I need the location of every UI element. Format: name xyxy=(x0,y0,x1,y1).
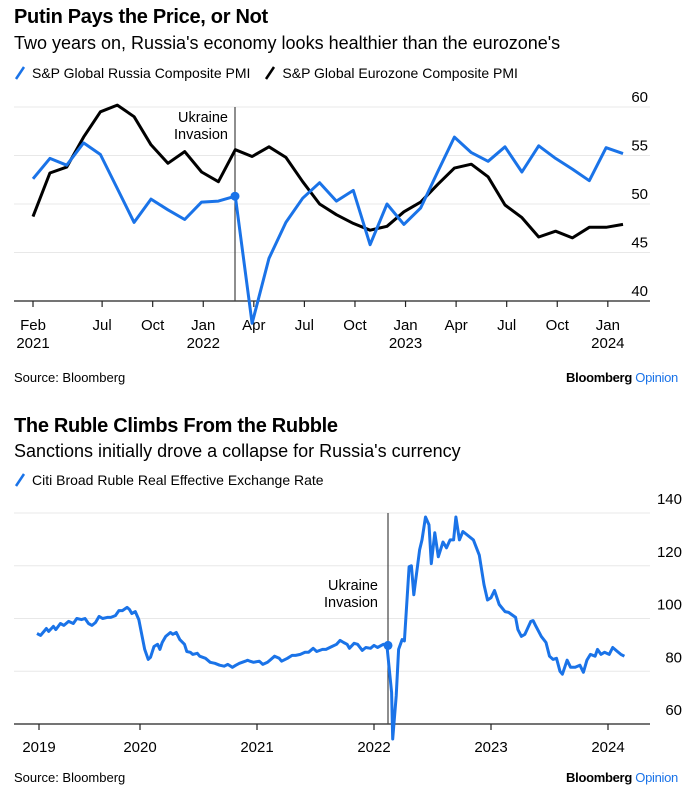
invasion-marker-dot xyxy=(383,640,393,650)
y-tick-label: 50 xyxy=(631,186,648,203)
x-tick-label: Jul xyxy=(497,317,516,334)
x-tick-label: Jul xyxy=(93,317,112,334)
brand-name: Bloomberg xyxy=(566,370,632,385)
x-tick-label: Apr xyxy=(242,317,265,334)
chart-subtitle: Sanctions initially drove a collapse for… xyxy=(14,441,461,461)
legend-line-icon xyxy=(14,66,26,80)
legend-item-russia-pmi: S&P Global Russia Composite PMI xyxy=(14,65,250,81)
x-tick-sublabel: 2024 xyxy=(591,335,624,352)
y-tick-label: 40 xyxy=(631,283,648,300)
y-tick-label: 120 xyxy=(657,544,682,561)
x-tick-label: Apr xyxy=(444,317,467,334)
y-tick-label: 140 xyxy=(657,491,682,508)
x-tick-sublabel: 2022 xyxy=(187,335,220,352)
brand-suffix: Opinion xyxy=(635,370,678,385)
x-tick-label: 2019 xyxy=(22,739,55,756)
ruble-chart-panel: The Ruble Climbs From the Rubble Sanctio… xyxy=(0,395,700,805)
chart-legend: S&P Global Russia Composite PMI S&P Glob… xyxy=(14,65,524,81)
x-tick-label: 2024 xyxy=(591,739,624,756)
x-tick-label: Jan xyxy=(393,317,417,334)
legend-label: S&P Global Eurozone Composite PMI xyxy=(282,65,518,81)
legend-item-ruble-reer: Citi Broad Ruble Real Effective Exchange… xyxy=(14,472,324,488)
x-tick-label: Jul xyxy=(295,317,314,334)
bloomberg-opinion-logo: Bloomberg Opinion xyxy=(566,370,678,385)
chart-legend: Citi Broad Ruble Real Effective Exchange… xyxy=(14,472,330,488)
x-tick-label: Jan xyxy=(191,317,215,334)
x-tick-label: Oct xyxy=(343,317,367,334)
x-tick-label: Jan xyxy=(596,317,620,334)
x-tick-label: 2023 xyxy=(474,739,507,756)
chart-subtitle: Two years on, Russia's economy looks hea… xyxy=(14,33,561,53)
invasion-marker-dot xyxy=(230,191,240,201)
bloomberg-opinion-logo: Bloomberg Opinion xyxy=(566,770,678,785)
annotation-label: Invasion xyxy=(324,595,378,611)
legend-item-eurozone-pmi: S&P Global Eurozone Composite PMI xyxy=(264,65,518,81)
pmi-chart-panel: Putin Pays the Price, or Not Two years o… xyxy=(0,0,700,395)
y-tick-label: 100 xyxy=(657,597,682,614)
y-tick-label: 45 xyxy=(631,235,648,252)
x-tick-sublabel: 2023 xyxy=(389,335,422,352)
x-tick-label: 2020 xyxy=(123,739,156,756)
annotation-label: Invasion xyxy=(174,127,228,143)
chart-source: Source: Bloomberg xyxy=(14,770,126,785)
y-tick-label: 55 xyxy=(631,138,648,155)
y-tick-label: 60 xyxy=(631,89,648,106)
x-tick-label: Oct xyxy=(546,317,570,334)
ruble-reer-line xyxy=(36,515,626,741)
legend-line-icon xyxy=(14,473,26,487)
chart-title: Putin Pays the Price, or Not xyxy=(14,6,268,28)
legend-label: S&P Global Russia Composite PMI xyxy=(32,65,251,81)
russia-pmi-line xyxy=(31,135,624,325)
chart-title: The Ruble Climbs From the Rubble xyxy=(14,415,338,437)
brand-name: Bloomberg xyxy=(566,770,632,785)
x-tick-sublabel: 2021 xyxy=(16,335,49,352)
brand-suffix: Opinion xyxy=(635,770,678,785)
x-tick-label: 2021 xyxy=(240,739,273,756)
legend-line-icon xyxy=(265,66,276,80)
x-tick-label: 2022 xyxy=(357,739,390,756)
annotation-label: Ukraine xyxy=(178,110,228,126)
legend-label: Citi Broad Ruble Real Effective Exchange… xyxy=(32,472,324,488)
annotation-label: Ukraine xyxy=(328,578,378,594)
y-tick-label: 80 xyxy=(665,649,682,666)
chart-source: Source: Bloomberg xyxy=(14,370,126,385)
eurozone-pmi-line xyxy=(31,103,624,240)
y-tick-label: 60 xyxy=(665,702,682,719)
x-tick-label: Oct xyxy=(141,317,165,334)
x-tick-label: Feb xyxy=(20,317,46,334)
